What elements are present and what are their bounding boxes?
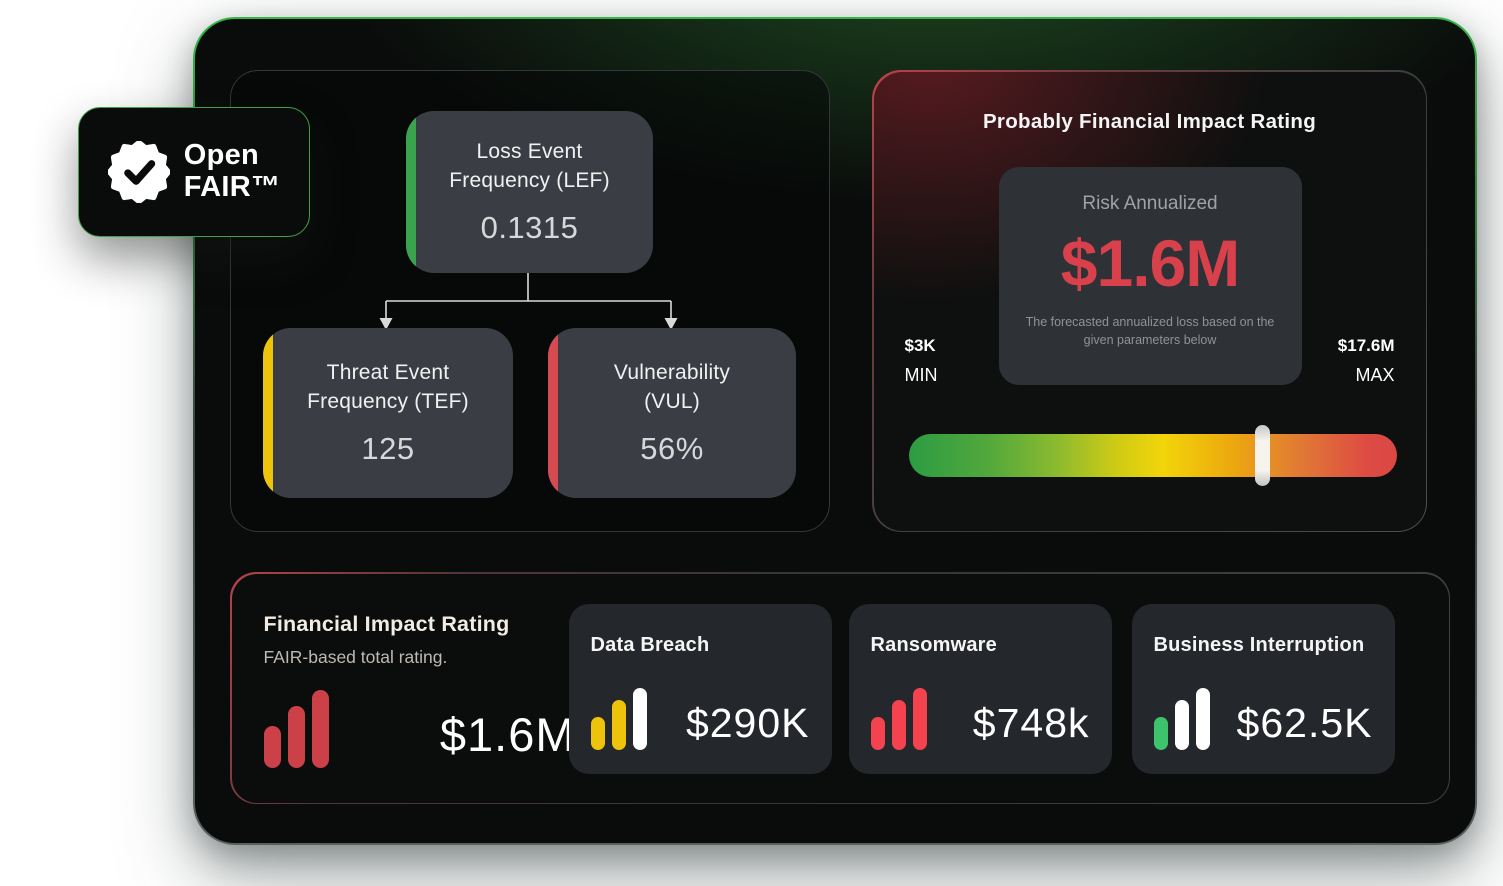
bar	[632, 687, 647, 750]
kpi-card-business-interruption: Business Interruption $62.5K	[1131, 603, 1395, 774]
range-max-value: $17.6M	[1337, 335, 1395, 355]
bar	[1195, 687, 1210, 750]
open-fair-badge: Open FAIR™	[78, 107, 310, 237]
kpi-card-data-breach: Data Breach $290K	[568, 603, 832, 774]
summary-title: Financial Impact Rating	[263, 611, 510, 636]
bar	[891, 699, 906, 750]
bar-chart-icon	[590, 687, 647, 750]
bar	[590, 716, 605, 750]
badge-wordmark: Open FAIR™	[183, 139, 281, 203]
kpi-value: $62.5K	[1236, 699, 1373, 746]
range-min-label: MIN	[904, 364, 938, 385]
vul-title: Vulnerability (VUL)	[613, 360, 731, 413]
impact-rating-panel-background: Probably Financial Impact Rating Risk An…	[873, 71, 1426, 531]
risk-annualized-description: The forecasted annualized loss based on …	[1025, 314, 1275, 347]
bar	[912, 687, 927, 750]
kpi-title: Business Interruption	[1153, 633, 1365, 656]
summary-panel-background: Financial Impact Rating FAIR-based total…	[231, 573, 1449, 803]
tef-title: Threat Event Frequency (TEF)	[307, 360, 469, 413]
vul-value: 56%	[640, 431, 704, 467]
risk-annualized-card: Risk Annualized $1.6M The forecasted ann…	[998, 166, 1302, 385]
bar	[311, 689, 329, 768]
main-container: Loss Event Frequency (LEF) 0.1315 Threat…	[193, 17, 1477, 845]
bar	[263, 725, 281, 768]
total-rating-row: $1.6M	[263, 689, 576, 768]
kpi-title: Ransomware	[870, 633, 997, 656]
range-max-label: MAX	[1355, 364, 1395, 385]
kpi-row: $290K	[590, 687, 810, 750]
range-min-value: $3K	[904, 335, 936, 355]
risk-annualized-label: Risk Annualized	[1082, 192, 1218, 214]
risk-gradient-slider-track[interactable]	[908, 424, 1397, 486]
bar-chart-icon	[1153, 687, 1210, 750]
risk-slider-thumb[interactable]	[1255, 424, 1271, 486]
vul-accent-stripe	[548, 328, 558, 498]
bar	[1174, 699, 1189, 750]
total-rating-section: Financial Impact Rating FAIR-based total…	[263, 611, 576, 768]
total-rating-value: $1.6M	[439, 707, 576, 761]
tef-value: 125	[361, 431, 415, 467]
main-container-background: Loss Event Frequency (LEF) 0.1315 Threat…	[195, 19, 1475, 843]
kpi-title: Data Breach	[590, 633, 710, 656]
bar	[870, 716, 885, 750]
range-max: $17.6M MAX	[1338, 336, 1395, 386]
node-threat-event-frequency: Threat Event Frequency (TEF) 125	[263, 328, 513, 498]
risk-annualized-value: $1.6M	[1060, 225, 1240, 300]
impact-panel-title: Probably Financial Impact Rating	[982, 109, 1317, 133]
summary-subtitle: FAIR-based total rating.	[263, 646, 448, 667]
lef-value: 0.1315	[480, 210, 579, 246]
bar-chart-icon	[870, 687, 927, 750]
kpi-card-ransomware: Ransomware $748k	[848, 603, 1112, 774]
kpi-value: $748k	[972, 699, 1090, 746]
kpi-row: $62.5K	[1153, 687, 1373, 750]
kpi-value: $290K	[685, 699, 810, 746]
summary-panel: Financial Impact Rating FAIR-based total…	[230, 572, 1450, 804]
fair-parameters-panel: Loss Event Frequency (LEF) 0.1315 Threat…	[230, 70, 830, 532]
lef-accent-stripe	[406, 111, 416, 273]
node-vulnerability: Vulnerability (VUL) 56%	[548, 328, 796, 498]
bar-chart-icon	[263, 689, 329, 768]
impact-rating-panel: Probably Financial Impact Rating Risk An…	[872, 70, 1427, 532]
node-loss-event-frequency: Loss Event Frequency (LEF) 0.1315	[406, 111, 653, 273]
range-min: $3K MIN	[905, 336, 938, 386]
bar	[611, 699, 626, 750]
tef-accent-stripe	[263, 328, 273, 498]
kpi-row: $748k	[870, 687, 1090, 750]
lef-title: Loss Event Frequency (LEF)	[449, 139, 610, 192]
bar	[287, 705, 305, 768]
bar	[1153, 716, 1168, 750]
verified-seal-icon	[107, 141, 170, 203]
